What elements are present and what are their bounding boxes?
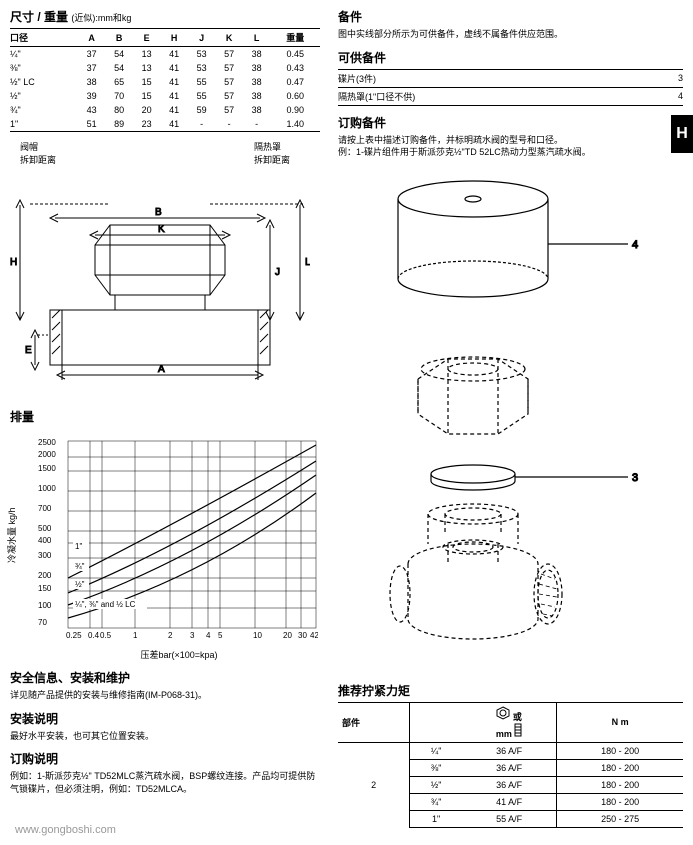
svg-text:¾": ¾" xyxy=(75,562,85,571)
svg-text:0.25: 0.25 xyxy=(66,631,82,640)
svg-text:3: 3 xyxy=(190,631,195,640)
svg-text:0.4: 0.4 xyxy=(88,631,100,640)
install-text: 最好水平安装，也可其它位置安装。 xyxy=(10,730,320,743)
svg-text:1": 1" xyxy=(75,542,82,551)
spare-parts-table: 碟片(3件)3隔热罩(1"口径不供)4 xyxy=(338,69,683,106)
dimension-diagram: H L J B K xyxy=(10,170,320,388)
svg-text:4: 4 xyxy=(632,239,638,251)
svg-text:2500: 2500 xyxy=(38,438,56,447)
svg-text:0.5: 0.5 xyxy=(100,631,112,640)
section-tab-h: H xyxy=(671,115,693,153)
torque-table: 部件 或 mm N m 2¼"36 A/F180 - 200⅜"36 A/F18… xyxy=(338,702,683,828)
order-spare-section: 订购备件 请按上表中描述订购备件，并标明疏水阀的型号和口径。 例：1-碟片组件用… xyxy=(338,114,683,159)
safety-heading: 安全信息、安装和维护 xyxy=(10,669,320,686)
spare-section: 备件 图中实线部分所示为可供备件，虚线不属备件供应范围。 xyxy=(338,8,683,41)
torque-heading: 推荐拧紧力矩 xyxy=(338,682,683,699)
svg-text:700: 700 xyxy=(38,504,52,513)
install-heading: 安装说明 xyxy=(10,710,320,727)
svg-text:J: J xyxy=(275,267,280,278)
svg-text:B: B xyxy=(155,207,162,218)
svg-text:20: 20 xyxy=(283,631,292,640)
svg-text:2000: 2000 xyxy=(38,450,56,459)
size-weight-table: 口径ABEHJKL重量 ¼"375413415357380.45⅜"375413… xyxy=(10,28,320,132)
svg-text:K: K xyxy=(158,224,165,235)
left-column: 尺寸 / 重量 (近似):mm和kg 口径ABEHJKL重量 ¼"3754134… xyxy=(10,8,320,836)
svg-text:1: 1 xyxy=(133,631,138,640)
svg-text:½": ½" xyxy=(75,580,85,589)
discharge-heading: 排量 xyxy=(10,408,320,425)
svg-text:2: 2 xyxy=(168,631,173,640)
svg-text:1000: 1000 xyxy=(38,484,56,493)
discharge-chart: 冷凝水量 kg/h 250020001500 1000700500 400300… xyxy=(10,433,320,661)
order-heading: 订购说明 xyxy=(10,750,320,767)
cover-label: 隔热罩 拆卸距离 xyxy=(254,140,290,166)
order-section: 订购说明 例如：1-斯派莎克½" TD52MLC蒸汽疏水阀，BSP螺纹连接。产品… xyxy=(10,750,320,795)
order-spare-text: 请按上表中描述订购备件，并标明疏水阀的型号和口径。 例：1-碟片组件用于斯派莎克… xyxy=(338,134,683,159)
heading-sub: (近似):mm和kg xyxy=(71,13,131,23)
svg-text:30: 30 xyxy=(298,631,307,640)
svg-text:A: A xyxy=(158,364,165,375)
svg-text:400: 400 xyxy=(38,536,52,545)
safety-text: 详见随产品提供的安装与维修指南(IM-P068-31)。 xyxy=(10,689,320,702)
svg-text:5: 5 xyxy=(218,631,223,640)
dimension-labels: 阀帽 拆卸距离 隔热罩 拆卸距离 xyxy=(10,140,320,166)
order-text: 例如：1-斯派莎克½" TD52MLC蒸汽疏水阀，BSP螺纹连接。产品均可提供防… xyxy=(10,770,320,795)
torque-col-part: 部件 xyxy=(338,702,410,742)
parts-diagram: 4 3 xyxy=(338,169,683,662)
spare-avail-heading: 可供备件 xyxy=(338,49,683,66)
svg-text:200: 200 xyxy=(38,571,52,580)
order-spare-heading: 订购备件 xyxy=(338,114,683,131)
svg-text:¼", ⅜" and ½ LC: ¼", ⅜" and ½ LC xyxy=(75,600,136,609)
chart-y-axis-label: 冷凝水量 kg/h xyxy=(5,507,18,563)
torque-section: 推荐拧紧力矩 部件 或 mm N m 2¼"36 A/F180 - 200⅜"3… xyxy=(338,682,683,828)
svg-text:H: H xyxy=(10,257,17,268)
safety-section: 安全信息、安装和维护 详见随产品提供的安装与维修指南(IM-P068-31)。 xyxy=(10,669,320,702)
svg-text:300: 300 xyxy=(38,551,52,560)
spare-avail-section: 可供备件 碟片(3件)3隔热罩(1"口径不供)4 xyxy=(338,49,683,106)
torque-col-nm: N m xyxy=(557,702,683,742)
svg-text:E: E xyxy=(25,345,32,356)
right-column: 备件 图中实线部分所示为可供备件，虚线不属备件供应范围。 可供备件 碟片(3件)… xyxy=(338,8,683,836)
heading-text: 尺寸 / 重量 xyxy=(10,10,68,24)
spare-text: 图中实线部分所示为可供备件，虚线不属备件供应范围。 xyxy=(338,28,683,41)
hex-icon xyxy=(496,706,510,720)
install-section: 安装说明 最好水平安装，也可其它位置安装。 xyxy=(10,710,320,743)
size-weight-section: 尺寸 / 重量 (近似):mm和kg 口径ABEHJKL重量 ¼"3754134… xyxy=(10,8,320,132)
svg-text:42: 42 xyxy=(310,631,318,640)
svg-text:L: L xyxy=(305,257,310,268)
svg-text:10: 10 xyxy=(253,631,262,640)
svg-text:100: 100 xyxy=(38,601,52,610)
watermark: www.gongboshi.com xyxy=(15,824,116,836)
size-weight-heading: 尺寸 / 重量 (近似):mm和kg xyxy=(10,8,320,25)
discharge-section: 排量 冷凝水量 kg/h 250020001500 1000700500 400… xyxy=(10,408,320,661)
svg-text:3: 3 xyxy=(632,472,638,484)
cap-label: 阀帽 拆卸距离 xyxy=(20,140,56,166)
screw-icon xyxy=(514,723,522,737)
svg-text:4: 4 xyxy=(206,631,211,640)
spare-heading: 备件 xyxy=(338,8,683,25)
chart-x-axis-label: 压差bar(×100=kpa) xyxy=(38,648,320,661)
svg-text:150: 150 xyxy=(38,584,52,593)
svg-text:500: 500 xyxy=(38,524,52,533)
svg-text:70: 70 xyxy=(38,618,47,627)
svg-text:1500: 1500 xyxy=(38,464,56,473)
